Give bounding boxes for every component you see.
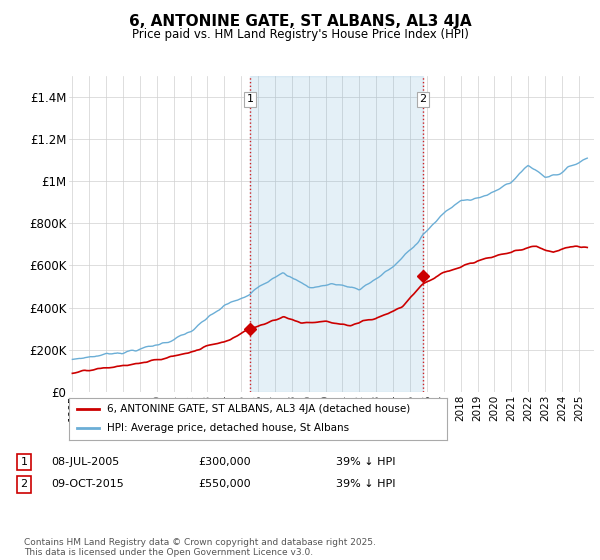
Text: 6, ANTONINE GATE, ST ALBANS, AL3 4JA: 6, ANTONINE GATE, ST ALBANS, AL3 4JA <box>128 14 472 29</box>
Text: 1: 1 <box>247 94 253 104</box>
Text: £550,000: £550,000 <box>198 479 251 489</box>
Text: 2: 2 <box>419 94 427 104</box>
Text: Price paid vs. HM Land Registry's House Price Index (HPI): Price paid vs. HM Land Registry's House … <box>131 28 469 41</box>
Text: 39% ↓ HPI: 39% ↓ HPI <box>336 457 395 467</box>
Text: HPI: Average price, detached house, St Albans: HPI: Average price, detached house, St A… <box>107 423 349 433</box>
Text: 39% ↓ HPI: 39% ↓ HPI <box>336 479 395 489</box>
Text: 6, ANTONINE GATE, ST ALBANS, AL3 4JA (detached house): 6, ANTONINE GATE, ST ALBANS, AL3 4JA (de… <box>107 404 410 414</box>
Text: 08-JUL-2005: 08-JUL-2005 <box>51 457 119 467</box>
Text: Contains HM Land Registry data © Crown copyright and database right 2025.
This d: Contains HM Land Registry data © Crown c… <box>24 538 376 557</box>
Text: 09-OCT-2015: 09-OCT-2015 <box>51 479 124 489</box>
Text: 2: 2 <box>20 479 28 489</box>
Text: 1: 1 <box>20 457 28 467</box>
Text: £300,000: £300,000 <box>198 457 251 467</box>
Bar <box>250 76 423 392</box>
